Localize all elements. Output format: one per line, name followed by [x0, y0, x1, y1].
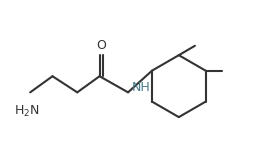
Text: $\mathregular{H_2N}$: $\mathregular{H_2N}$ [14, 103, 40, 119]
Text: NH: NH [132, 81, 151, 94]
Text: O: O [96, 39, 106, 52]
